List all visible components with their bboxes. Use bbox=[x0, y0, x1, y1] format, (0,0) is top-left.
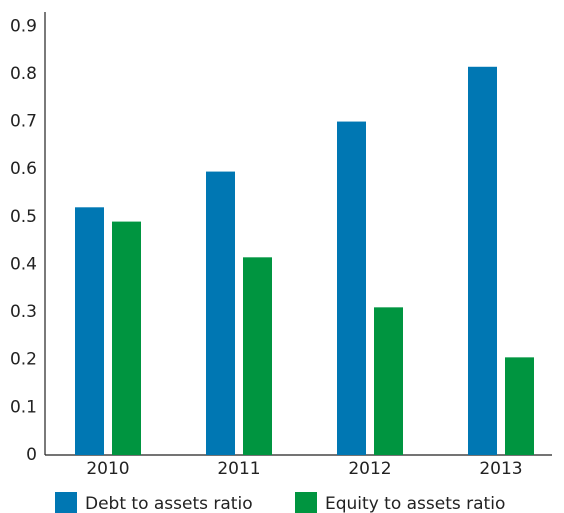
y-tick-label: 0.7 bbox=[10, 112, 37, 132]
x-tick-label: 2011 bbox=[217, 459, 260, 479]
y-tick-label: 0.1 bbox=[10, 397, 37, 417]
y-tick-label: 0.3 bbox=[10, 302, 37, 322]
bar bbox=[243, 257, 272, 455]
x-tick-label: 2010 bbox=[86, 459, 129, 479]
bar bbox=[468, 66, 497, 455]
y-tick-label: 0.4 bbox=[10, 254, 37, 274]
legend-label: Equity to assets ratio bbox=[325, 494, 505, 513]
legend-swatch bbox=[295, 492, 317, 513]
y-tick-label: 0.6 bbox=[10, 159, 37, 179]
x-tick-label: 2013 bbox=[479, 459, 522, 479]
bar bbox=[206, 171, 235, 456]
legend-label: Debt to assets ratio bbox=[85, 494, 253, 513]
bar bbox=[374, 307, 403, 455]
y-tick-label: 0.8 bbox=[10, 64, 37, 84]
bar bbox=[112, 221, 141, 455]
bar bbox=[75, 207, 104, 455]
y-tick-label: 0.2 bbox=[10, 350, 37, 370]
bar bbox=[505, 357, 534, 455]
y-tick-label: 0.5 bbox=[10, 207, 37, 227]
legend-swatch bbox=[55, 492, 77, 513]
x-tick-label: 2012 bbox=[348, 459, 391, 479]
bar bbox=[337, 121, 366, 455]
y-tick-label: 0.9 bbox=[10, 16, 37, 36]
y-tick-label: 0 bbox=[26, 445, 37, 465]
